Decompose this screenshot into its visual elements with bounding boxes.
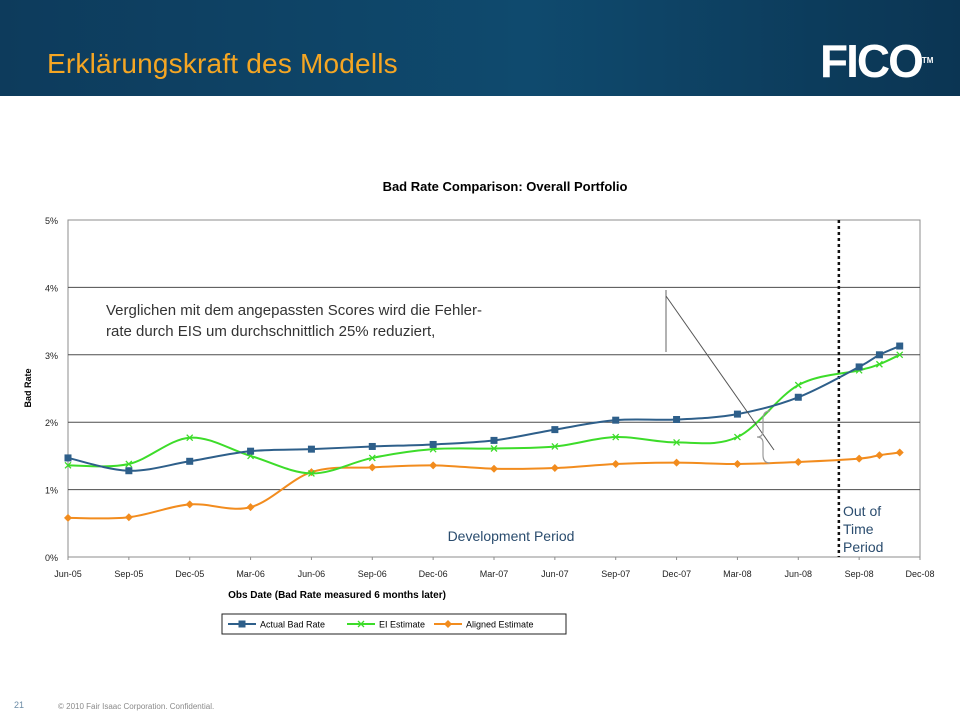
x-tick-label: Sep-07 xyxy=(601,569,630,579)
data-point xyxy=(855,454,864,463)
x-tick-label: Jun-06 xyxy=(298,569,326,579)
data-point xyxy=(896,351,904,359)
data-point xyxy=(794,457,803,466)
y-tick-label: 3% xyxy=(45,351,58,361)
y-tick-label: 1% xyxy=(45,486,58,496)
data-point xyxy=(368,442,376,450)
oot-label-line-1: Out of xyxy=(843,503,881,519)
y-tick-label: 2% xyxy=(45,418,58,428)
y-axis-label: Bad Rate xyxy=(23,368,33,407)
legend-label: EI Estimate xyxy=(379,620,425,630)
data-point xyxy=(875,451,884,460)
page-number: 21 xyxy=(14,700,25,710)
oot-label-line-2: Time xyxy=(843,521,874,537)
data-point xyxy=(368,463,377,472)
data-point xyxy=(246,503,255,512)
data-point xyxy=(185,500,194,509)
fico-logo-tm: TM xyxy=(921,56,934,65)
data-point xyxy=(612,433,620,441)
data-point xyxy=(429,440,437,448)
x-tick-label: Mar-06 xyxy=(236,569,265,579)
data-point xyxy=(551,443,559,450)
data-point xyxy=(490,436,498,444)
data-point xyxy=(124,513,133,522)
x-tick-label: Dec-05 xyxy=(175,569,204,579)
x-tick-label: Mar-08 xyxy=(723,569,752,579)
data-point xyxy=(307,445,315,453)
chart-title: Bad Rate Comparison: Overall Portfolio xyxy=(383,179,628,194)
data-point xyxy=(125,467,133,475)
slide-title: Erklärungskraft des Modells xyxy=(47,48,398,79)
data-point xyxy=(794,393,802,401)
oot-label-line-3: Period xyxy=(843,539,883,555)
x-tick-label: Mar-07 xyxy=(480,569,509,579)
data-point xyxy=(875,351,883,359)
data-point xyxy=(307,469,315,477)
copyright-text: © 2010 Fair Isaac Corporation. Confident… xyxy=(58,702,215,711)
x-tick-label: Jun-05 xyxy=(54,569,82,579)
data-point xyxy=(855,363,863,371)
data-point xyxy=(247,447,255,455)
data-point xyxy=(733,433,741,441)
y-tick-label: 0% xyxy=(45,553,58,563)
data-point xyxy=(186,434,194,442)
data-point xyxy=(186,457,194,465)
x-tick-label: Dec-08 xyxy=(905,569,934,579)
data-point xyxy=(896,342,904,350)
data-point xyxy=(673,416,681,424)
slide-header xyxy=(0,0,960,96)
data-point xyxy=(64,513,72,522)
legend-marker xyxy=(238,620,246,628)
data-point xyxy=(895,448,904,457)
callout-line-1: Verglichen mit dem angepassten Scores wi… xyxy=(106,302,482,319)
legend-label: Actual Bad Rate xyxy=(260,620,325,630)
x-tick-label: Sep-08 xyxy=(845,569,874,579)
data-point xyxy=(490,464,498,473)
plot-area xyxy=(67,219,921,558)
callout-line-2: rate durch EIS um durchschnittlich 25% r… xyxy=(106,323,435,340)
x-tick-label: Sep-06 xyxy=(358,569,387,579)
data-point xyxy=(672,458,681,467)
fico-logo: FICOTM xyxy=(820,38,933,84)
data-point xyxy=(551,426,559,434)
x-axis-label: Obs Date (Bad Rate measured 6 months lat… xyxy=(228,590,446,601)
data-point xyxy=(612,416,620,424)
x-tick-label: Dec-07 xyxy=(662,569,691,579)
y-tick-label: 5% xyxy=(45,216,58,226)
x-tick-label: Jun-08 xyxy=(785,569,813,579)
x-tick-label: Dec-06 xyxy=(419,569,448,579)
difference-brace xyxy=(756,410,771,464)
development-period-label: Development Period xyxy=(448,528,575,544)
data-point xyxy=(673,438,681,446)
series-line xyxy=(67,345,901,472)
legend-marker xyxy=(444,620,452,628)
data-point xyxy=(733,410,741,418)
x-tick-label: Sep-05 xyxy=(114,569,143,579)
data-point xyxy=(64,454,72,462)
data-point xyxy=(368,454,376,462)
data-point xyxy=(429,461,438,470)
legend-label: Aligned Estimate xyxy=(466,620,534,630)
legend-marker xyxy=(357,620,365,628)
data-point xyxy=(550,464,559,473)
data-point xyxy=(794,381,802,389)
y-tick-label: 4% xyxy=(45,283,58,293)
fico-logo-text: FICO xyxy=(820,35,924,87)
data-point xyxy=(64,461,72,469)
series-line xyxy=(67,353,901,475)
legend-box xyxy=(221,613,567,635)
series-line xyxy=(67,451,900,520)
data-point xyxy=(490,445,498,452)
data-point xyxy=(611,459,620,468)
data-point xyxy=(875,360,883,368)
data-point xyxy=(733,459,742,468)
callout-pointer xyxy=(665,295,775,451)
data-point xyxy=(125,460,133,468)
x-tick-label: Jun-07 xyxy=(541,569,569,579)
